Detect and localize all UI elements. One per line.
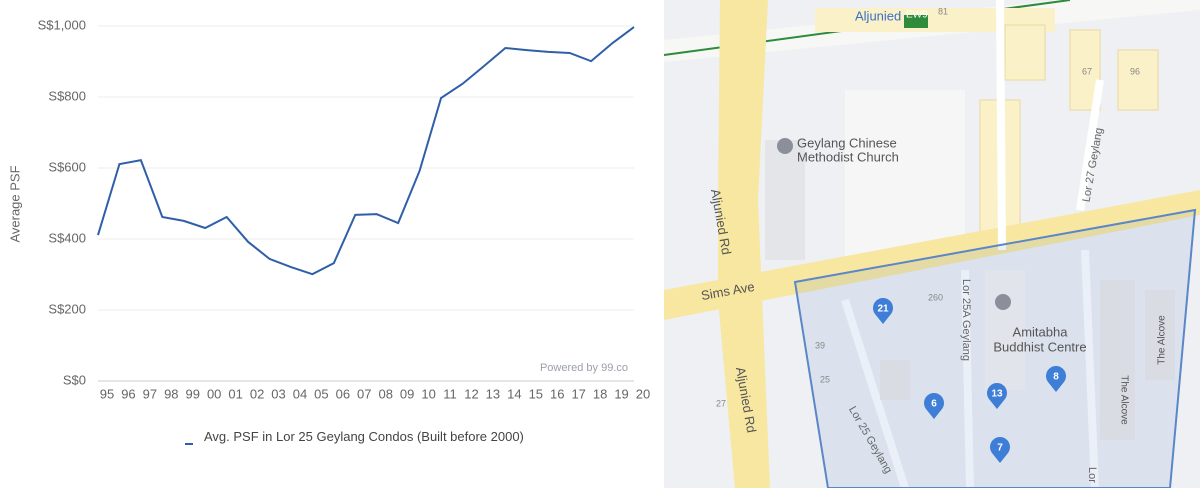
- y-tick-label: S$1,000: [38, 17, 86, 32]
- poi-label: Methodist Church: [797, 149, 899, 164]
- map-pin: [873, 297, 893, 324]
- x-tick-label: 98: [164, 386, 178, 401]
- y-tick-label: S$400: [48, 230, 86, 245]
- house-number: 25: [820, 374, 830, 384]
- house-number: 39: [815, 340, 825, 350]
- line: [97, 26, 635, 276]
- house-number: 96: [1130, 66, 1140, 76]
- road-label: Lor: [1086, 467, 1098, 483]
- x-tick-label: 07: [357, 386, 371, 401]
- x-tick-label: 12: [464, 386, 478, 401]
- building-label: The Alcove: [1118, 375, 1129, 425]
- pin-number: 7: [997, 443, 1003, 454]
- y-tick-label: S$800: [48, 88, 86, 103]
- building: [1100, 280, 1135, 440]
- road-sims: [664, 190, 1200, 320]
- chart-background: [0, 0, 664, 488]
- x-tick-label: 14: [507, 386, 521, 401]
- building: [765, 140, 805, 260]
- x-tick-label: 08: [378, 386, 392, 401]
- building-label: The Alcove: [1157, 315, 1168, 365]
- poi-icon: [995, 294, 1011, 310]
- house-number: 27: [716, 398, 726, 408]
- building: [1004, 24, 1046, 81]
- road-label: Lor 25A Geylang: [960, 279, 972, 361]
- station-name: Aljunied: [855, 8, 901, 23]
- pin-number: 13: [991, 389, 1003, 400]
- road: [1081, 249, 1099, 488]
- x-tick-label: 17: [571, 386, 585, 401]
- x-tick-label: 02: [250, 386, 264, 401]
- pin-number: 21: [877, 304, 889, 315]
- road: [841, 298, 909, 488]
- pin-number: 8: [1053, 372, 1059, 383]
- house-number: 67: [1082, 66, 1092, 76]
- pin-number: 6: [931, 399, 937, 410]
- station-badge: [904, 15, 928, 28]
- legend-label: Avg. PSF in Lor 25 Geylang Condos (Built…: [204, 429, 524, 444]
- building: [1117, 49, 1159, 111]
- poi-label: Geylang Chinese: [797, 135, 897, 150]
- x-tick-label: 03: [271, 386, 285, 401]
- building: [1145, 290, 1175, 380]
- road: [961, 269, 974, 488]
- y-tick-label: S$600: [48, 159, 86, 174]
- x-tick-label: 00: [207, 386, 221, 401]
- map-pin: [1046, 366, 1067, 392]
- house-number: 260: [928, 292, 943, 302]
- y-tick-label: S$0: [63, 372, 86, 387]
- station-code: EW9: [906, 10, 928, 21]
- road: [1076, 79, 1104, 211]
- map: Aljunied EW9 81 67 96 260 39 25 27 Geyla…: [663, 0, 1200, 488]
- y-tick-label: S$200: [48, 301, 86, 316]
- building: [985, 270, 1025, 390]
- x-tick-label: 16: [550, 386, 564, 401]
- road: [996, 0, 1006, 251]
- poi-label: Buddhist Centre: [993, 339, 1086, 354]
- road-aljunied: [718, 0, 770, 488]
- x-tick-label: 04: [293, 386, 307, 401]
- x-tick-label: 20: [636, 386, 650, 401]
- x-tick-label: 13: [486, 386, 500, 401]
- map-pin: [924, 393, 944, 419]
- x-tick-label: 19: [614, 386, 628, 401]
- credit: Powered by 99.co: [540, 362, 628, 374]
- x-tick-label: 10: [421, 386, 435, 401]
- x-tick-label: 01: [228, 386, 242, 401]
- y-axis-label: Average PSF: [7, 165, 22, 242]
- x-tick-label: 09: [400, 386, 414, 401]
- x-tick-label: 05: [314, 386, 328, 401]
- x-tick-label: 18: [593, 386, 607, 401]
- x-tick-label: 06: [336, 386, 350, 401]
- x-tick-label: 11: [443, 386, 457, 401]
- x-tick-label: 96: [121, 386, 135, 401]
- map-pin: [990, 436, 1010, 463]
- block: [845, 90, 965, 260]
- poi-icon: [777, 138, 793, 154]
- map-pin: [987, 382, 1007, 409]
- x-tick-label: 95: [100, 386, 114, 401]
- poi-label: Amitabha: [1013, 324, 1069, 339]
- x-tick-label: 99: [186, 386, 200, 401]
- x-tick-label: 97: [143, 386, 157, 401]
- house-number: 81: [938, 6, 948, 16]
- building: [880, 360, 910, 400]
- x-tick-label: 15: [529, 386, 543, 401]
